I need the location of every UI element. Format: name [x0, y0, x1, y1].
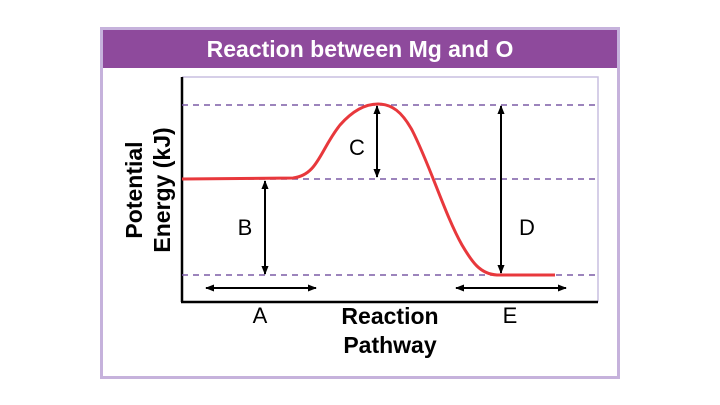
reaction-energy-curve [181, 102, 555, 277]
label-e: E [503, 303, 518, 328]
diagram-title: Reaction between Mg and O [103, 30, 617, 68]
y-axis-title-line-2: Energy (kJ) [149, 127, 175, 252]
label-d: D [519, 215, 535, 240]
label-c: C [349, 135, 365, 160]
label-a: A [253, 303, 268, 328]
x-axis-title-line-1: Reaction [341, 303, 438, 329]
plot-box-edge [182, 76, 599, 302]
x-axis-title-line-2: Pathway [343, 332, 437, 358]
diagram-frame [100, 27, 620, 379]
label-b: B [238, 215, 253, 240]
y-axis-title-line-1: Potential [121, 141, 147, 238]
